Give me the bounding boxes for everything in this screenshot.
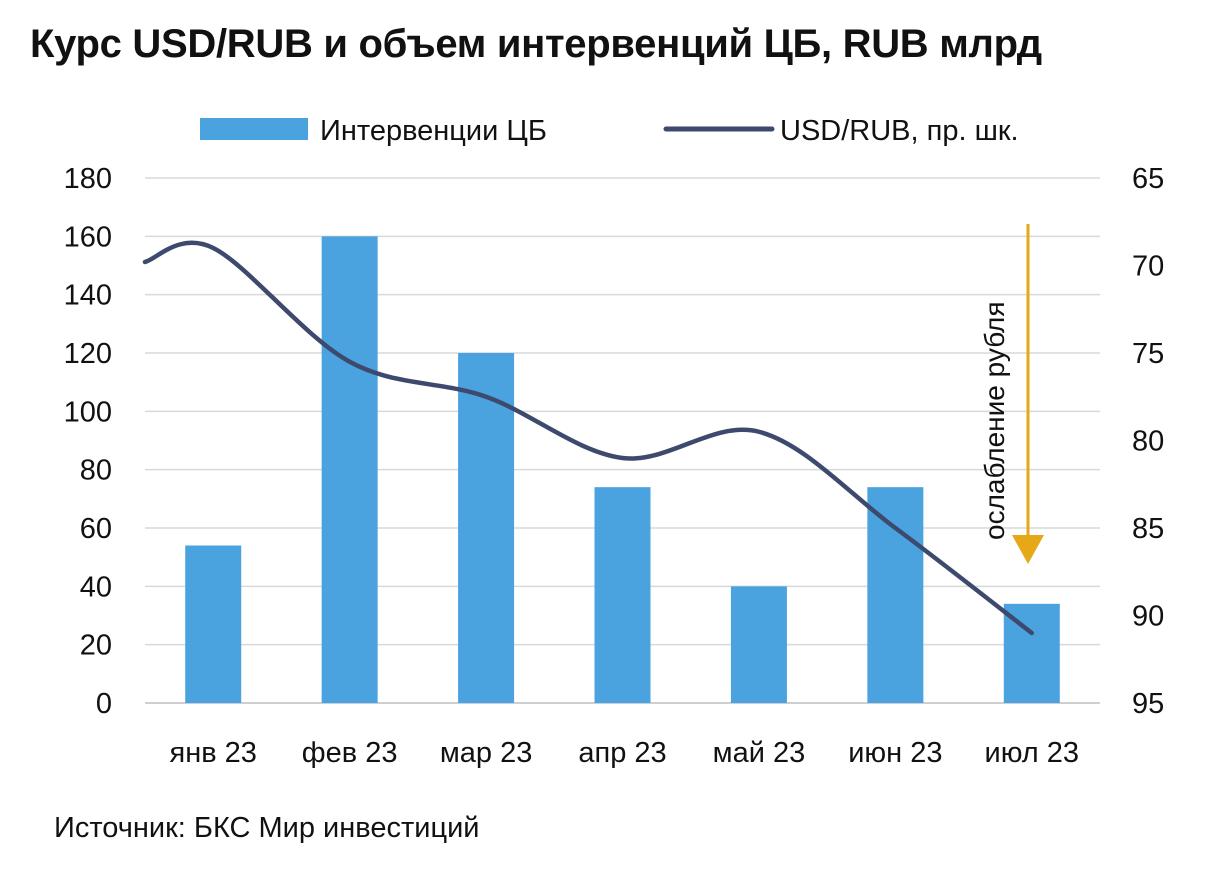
left-tick-label: 140 bbox=[64, 280, 112, 312]
left-axis-ticks: 0 20 40 60 80 100 120 140 160 180 bbox=[64, 163, 112, 720]
right-tick-label: 95 bbox=[1132, 688, 1164, 720]
legend: Интервенции ЦБ USD/RUB, пр. шк. bbox=[200, 115, 1019, 147]
bar bbox=[458, 353, 515, 703]
x-tick-label: июл 23 bbox=[985, 737, 1080, 769]
usd-rub-line bbox=[142, 240, 1035, 636]
x-tick-label: май 23 bbox=[713, 737, 806, 769]
x-tick-label: июн 23 bbox=[848, 737, 942, 769]
left-tick-label: 60 bbox=[80, 513, 112, 545]
x-tick-label: фев 23 bbox=[302, 737, 398, 769]
chart-title: Курс USD/RUB и объем интервенций ЦБ, RUB… bbox=[30, 22, 1042, 66]
bar bbox=[321, 236, 378, 704]
legend-swatch-bars bbox=[200, 118, 308, 140]
right-tick-label: 80 bbox=[1132, 426, 1164, 458]
left-tick-label: 40 bbox=[80, 571, 112, 603]
bar-series bbox=[185, 236, 1060, 704]
left-tick-label: 120 bbox=[64, 338, 112, 370]
left-tick-label: 80 bbox=[80, 455, 112, 487]
bar bbox=[185, 545, 242, 703]
x-axis-ticks: янв 23 фев 23 мар 23 апр 23 май 23 июн 23 июл … bbox=[169, 737, 1079, 769]
annotation-text: ослабление рубля bbox=[979, 302, 1010, 540]
right-tick-label: 65 bbox=[1132, 163, 1164, 195]
source-note: Источник: БКС Мир инвестиций bbox=[54, 812, 480, 844]
bar bbox=[730, 586, 787, 703]
left-tick-label: 0 bbox=[96, 688, 112, 720]
right-tick-label: 75 bbox=[1132, 338, 1164, 370]
right-axis-ticks: 65 70 75 80 85 90 95 bbox=[1132, 163, 1164, 720]
x-tick-label: апр 23 bbox=[578, 737, 666, 769]
x-tick-label: янв 23 bbox=[169, 737, 256, 769]
left-tick-label: 180 bbox=[64, 163, 112, 195]
bar bbox=[594, 487, 651, 703]
legend-label-bars: Интервенции ЦБ bbox=[320, 115, 547, 147]
right-tick-label: 85 bbox=[1132, 513, 1164, 545]
line-series bbox=[142, 240, 1035, 636]
left-tick-label: 20 bbox=[80, 630, 112, 662]
x-tick-label: мар 23 bbox=[440, 737, 533, 769]
annotation: ослабление рубля bbox=[979, 224, 1044, 564]
right-tick-label: 90 bbox=[1132, 601, 1164, 633]
bar bbox=[867, 487, 924, 703]
left-tick-label: 100 bbox=[64, 396, 112, 428]
annotation-arrow-head bbox=[1012, 535, 1044, 564]
left-tick-label: 160 bbox=[64, 221, 112, 253]
legend-label-line: USD/RUB, пр. шк. bbox=[780, 115, 1019, 147]
right-tick-label: 70 bbox=[1132, 251, 1164, 283]
